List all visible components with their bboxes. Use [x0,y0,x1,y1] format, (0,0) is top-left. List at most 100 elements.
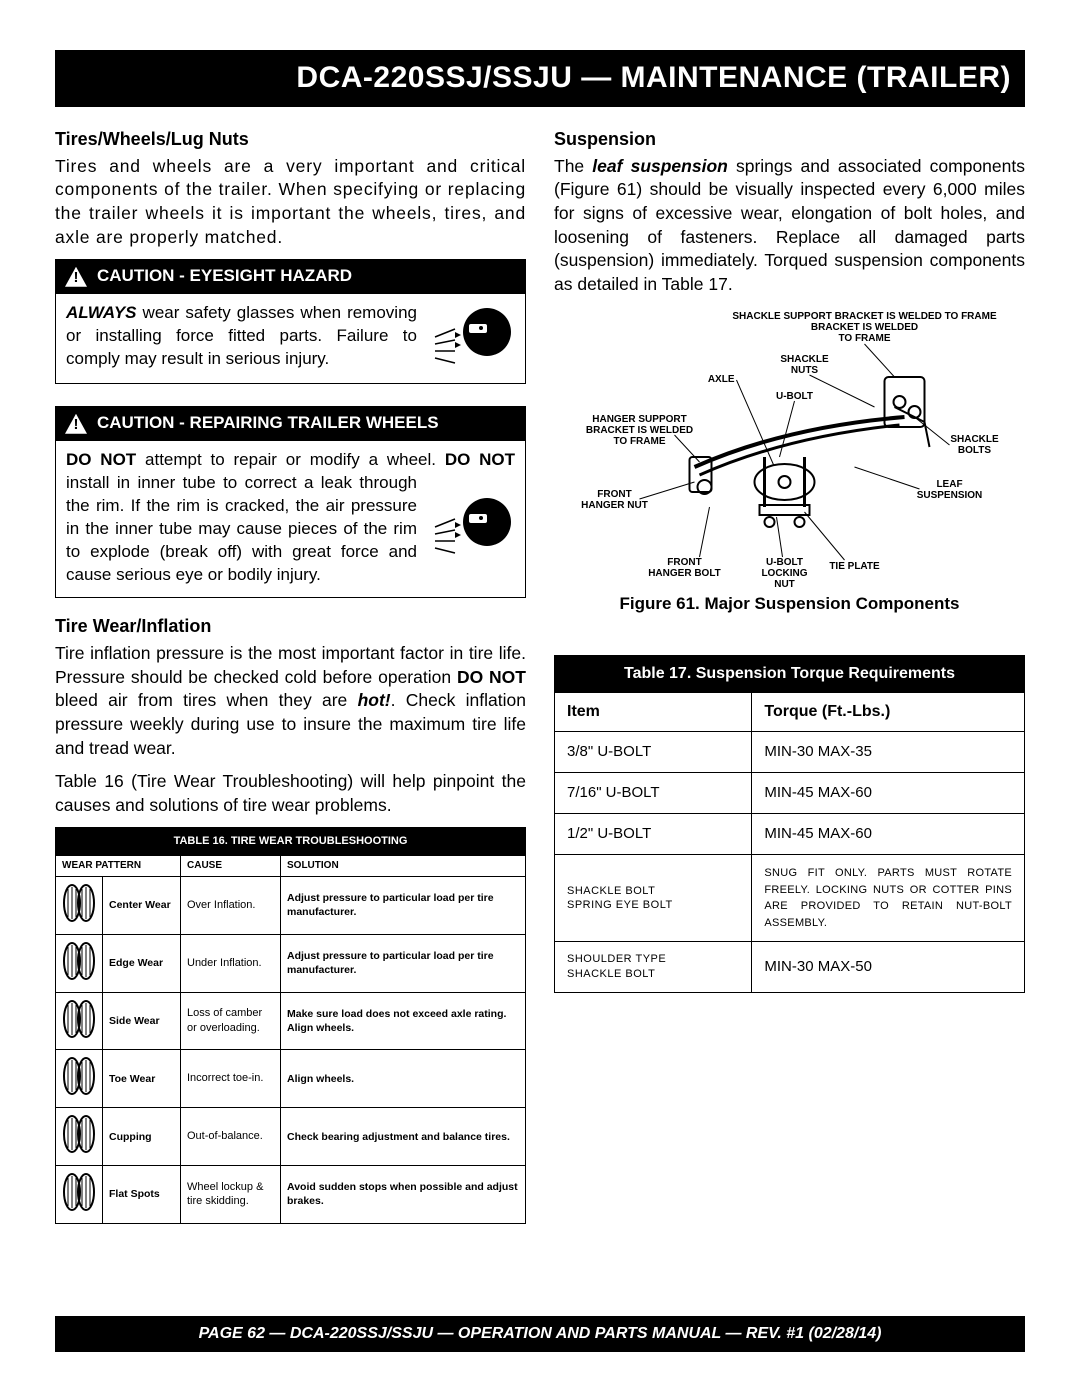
two-column-layout: Tires/Wheels/Lug Nuts Tires and wheels a… [55,121,1025,1224]
table16-name: Edge Wear [103,934,181,992]
table17-torque: MIN-30 MAX-35 [752,731,1025,772]
caution1-lead: ALWAYS [66,303,137,322]
para-tirewear-2: Table 16 (Tire Wear Troubleshooting) wil… [55,770,526,817]
p1b: leaf suspension [592,156,728,176]
table-17-torque: Table 17. Suspension Torque Requirements… [554,655,1025,993]
table16-cause: Wheel lockup & tire skidding. [181,1166,281,1224]
svg-text:FRONT: FRONT [597,489,631,500]
p2c: bleed air from tires when they are [55,690,358,710]
svg-text:LOCKING: LOCKING [761,568,807,579]
svg-text:U-BOLT: U-BOLT [776,391,813,402]
table16-name: Cupping [103,1108,181,1166]
table16-name: Center Wear [103,876,181,934]
table16-row: Center WearOver Inflation.Adjust pressur… [56,876,526,934]
page-title-bar: DCA-220SSJ/SSJU — MAINTENANCE (TRAILER) [55,50,1025,107]
caution-wheels-body: DO NOT attempt to repair or modify a whe… [55,441,526,598]
table16-cause: Over Inflation. [181,876,281,934]
table16-h-pattern: WEAR PATTERN [56,856,181,877]
table16-solution: Align wheels. [281,1050,526,1108]
table17-torque: SNUG FIT ONLY. PARTS MUST ROTATE FREELY.… [752,855,1025,942]
p1a: The [554,156,592,176]
table17-torque: MIN-45 MAX-60 [752,814,1025,855]
warning-triangle-icon: ! [65,267,87,287]
caution2-lead2: DO NOT [445,450,515,469]
para-suspension: The leaf suspension springs and associat… [554,155,1025,297]
page-footer: PAGE 62 — DCA-220SSJ/SSJU — OPERATION AN… [55,1316,1025,1352]
table16-name: Side Wear [103,992,181,1050]
p2b: DO NOT [457,667,526,687]
table17-torque: MIN-45 MAX-60 [752,772,1025,813]
figure-61-suspension-diagram: SHACKLE SUPPORT BRACKET IS WELDED TO FRA… [554,307,1025,587]
svg-text:TO FRAME: TO FRAME [613,436,665,447]
safety-goggles-icon [425,492,515,562]
heading-tires: Tires/Wheels/Lug Nuts [55,127,526,151]
svg-text:U-BOLT: U-BOLT [766,557,803,568]
table16-name: Flat Spots [103,1166,181,1224]
table17-item: SHOULDER TYPESHACKLE BOLT [555,942,752,993]
table16-cause: Loss of camber or overloading. [181,992,281,1050]
caution-wheels-title: CAUTION - REPAIRING TRAILER WHEELS [97,412,439,435]
svg-text:BRACKET IS WELDED: BRACKET IS WELDED [586,425,693,436]
caution2-mid: attempt to repair or modify a wheel. [136,450,445,469]
table16-row: Flat SpotsWheel lockup & tire skidding.A… [56,1166,526,1224]
table16-cause: Incorrect toe-in. [181,1050,281,1108]
caution2-body: install in inner tube to correct a leak … [66,473,417,584]
table16-name: Toe Wear [103,1050,181,1108]
left-column: Tires/Wheels/Lug Nuts Tires and wheels a… [55,121,526,1224]
table17-title: Table 17. Suspension Torque Requirements [555,656,1025,693]
svg-text:HANGER NUT: HANGER NUT [581,500,648,511]
svg-text:AXLE: AXLE [708,374,735,385]
svg-text:SHACKLE SUPPORT BRACKET IS WEL: SHACKLE SUPPORT BRACKET IS WELDED TO FRA… [732,311,997,322]
table16-cause: Out-of-balance. [181,1108,281,1166]
svg-text:NUTS: NUTS [791,365,819,376]
table16-solution: Adjust pressure to particular load per t… [281,876,526,934]
caution2-lead1: DO NOT [66,450,136,469]
table17-row: 1/2" U-BOLTMIN-45 MAX-60 [555,814,1025,855]
svg-text:TO FRAME: TO FRAME [838,333,890,344]
svg-text:SUSPENSION: SUSPENSION [917,490,983,501]
para-tirewear-1: Tire inflation pressure is the most impo… [55,642,526,760]
table-16-tirewear: TABLE 16. TIRE WEAR TROUBLESHOOTING WEAR… [55,827,526,1223]
table16-solution: Check bearing adjustment and balance tir… [281,1108,526,1166]
tire-pattern-icon [56,992,103,1050]
svg-text:TIE PLATE: TIE PLATE [829,561,880,572]
table17-row: 3/8" U-BOLTMIN-30 MAX-35 [555,731,1025,772]
tire-pattern-icon [56,934,103,992]
caution-wheels-header: ! CAUTION - REPAIRING TRAILER WHEELS [55,406,526,441]
tire-pattern-icon [56,876,103,934]
caution-eyesight-header: ! CAUTION - EYESIGHT HAZARD [55,259,526,294]
table16-h-solution: SOLUTION [281,856,526,877]
p2d: hot! [358,690,391,710]
caution-eyesight-body: ALWAYS wear safety glasses when removing… [55,294,526,384]
table16-cause: Under Inflation. [181,934,281,992]
tire-pattern-icon [56,1166,103,1224]
svg-text:HANGER BOLT: HANGER BOLT [648,568,721,579]
heading-suspension: Suspension [554,127,1025,151]
para-tires: Tires and wheels are a very important an… [55,155,526,250]
right-column: Suspension The leaf suspension springs a… [554,121,1025,1224]
table16-row: CuppingOut-of-balance.Check bearing adju… [56,1108,526,1166]
table17-item: 3/8" U-BOLT [555,731,752,772]
heading-tirewear: Tire Wear/Inflation [55,614,526,638]
p1c: springs and associated components (Figur… [554,156,1025,294]
tire-pattern-icon [56,1050,103,1108]
table16-solution: Avoid sudden stops when possible and adj… [281,1166,526,1224]
svg-text:BRACKET IS WELDED: BRACKET IS WELDED [811,322,918,333]
table17-row: SHOULDER TYPESHACKLE BOLTMIN-30 MAX-50 [555,942,1025,993]
svg-text:LEAF: LEAF [936,479,962,490]
table16-row: Edge WearUnder Inflation.Adjust pressure… [56,934,526,992]
table17-h-item: Item [555,693,752,732]
table17-item: SHACKLE BOLT SPRING EYE BOLT [555,855,752,942]
svg-text:BOLTS: BOLTS [958,445,991,456]
table17-item: 7/16" U-BOLT [555,772,752,813]
svg-text:NUT: NUT [774,579,795,587]
table17-h-torque: Torque (Ft.-Lbs.) [752,693,1025,732]
svg-text:HANGER SUPPORT: HANGER SUPPORT [592,414,686,425]
table17-item: 1/2" U-BOLT [555,814,752,855]
warning-triangle-icon: ! [65,414,87,434]
tire-pattern-icon [56,1108,103,1166]
caution-eyesight-title: CAUTION - EYESIGHT HAZARD [97,265,352,288]
table16-title: TABLE 16. TIRE WEAR TROUBLESHOOTING [56,828,526,856]
table16-solution: Make sure load does not exceed axle rati… [281,992,526,1050]
svg-text:SHACKLE: SHACKLE [950,434,999,445]
